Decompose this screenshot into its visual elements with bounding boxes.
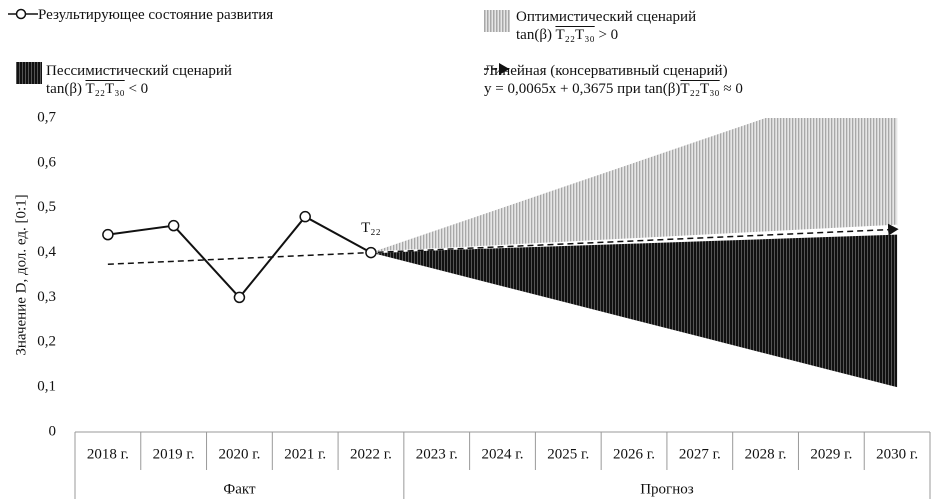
y-axis-label: Значение D, дол. ед. [0:1] [13, 194, 29, 355]
formula-part: < 0 [128, 81, 149, 97]
data-point [299, 210, 311, 223]
group-label: Факт [223, 481, 256, 497]
data-point [233, 291, 246, 304]
formula-part: > 0 [598, 27, 619, 43]
y-tick-label: 0,1 [37, 379, 56, 395]
legend-item: Результирующее состояние развития [8, 6, 273, 24]
formula-vector: T₂₂T₃₀ [680, 81, 720, 97]
legend-item: Линейная (консервативный сценарий) y = 0… [484, 62, 743, 98]
y-tick-label: 0,6 [37, 154, 56, 170]
legend-item: Пессимистический сценарий tan(β) T₂₂T₃₀ … [46, 62, 232, 98]
x-tick-label: 2020 г. [218, 446, 260, 462]
formula-part: y = 0,0065x + 0,3675 при tan(β) [484, 81, 681, 97]
formula-vector: T₂₂T₃₀ [555, 27, 595, 43]
x-tick-label: 2022 г. [350, 446, 392, 462]
x-tick-label: 2025 г. [547, 446, 589, 462]
y-tick-label: 0,7 [37, 109, 56, 125]
x-tick-label: 2023 г. [416, 446, 458, 462]
scenario-area [370, 234, 898, 388]
formula-part: tan(β) [516, 27, 552, 43]
formula-vector: T₂₂T₃₀ [85, 81, 125, 97]
y-tick-label: 0 [49, 423, 57, 439]
legend-formula: tan(β) T₂₂T₃₀ > 0 [516, 26, 696, 44]
x-tick-label: 2019 г. [153, 446, 195, 462]
legend-formula: y = 0,0065x + 0,3675 при tan(β)T₂₂T₃₀ ≈ … [484, 80, 743, 98]
x-tick-label: 2028 г. [745, 446, 787, 462]
x-tick-label: 2029 г. [810, 446, 852, 462]
legend-label: Оптимистический сценарий [516, 9, 697, 25]
formula-part: ≈ 0 [723, 81, 743, 97]
trend-line [107, 223, 899, 265]
y-tick-label: 0,4 [37, 244, 56, 260]
legend-item: Оптимистический сценарий tan(β) T₂₂T₃₀ >… [516, 8, 696, 44]
scenario-area [370, 118, 898, 253]
y-tick-label: 0,3 [37, 289, 56, 305]
plot-area [370, 118, 898, 388]
data-line [107, 215, 372, 299]
x-tick-label: 2030 г. [876, 446, 918, 462]
legend-swatch [16, 62, 42, 84]
legend-formula: tan(β) T₂₂T₃₀ < 0 [46, 80, 232, 98]
group-label: Прогноз [640, 481, 694, 497]
annotation: T₂₂ [361, 220, 381, 236]
legend-label: Линейная (консервативный сценарий) [484, 63, 728, 79]
formula-part: tan(β) [46, 81, 82, 97]
data-point [365, 246, 377, 259]
x-tick-label: 2021 г. [284, 446, 326, 462]
x-tick-label: 2027 г. [679, 446, 721, 462]
x-tick-label: 2024 г. [482, 446, 524, 462]
y-tick-label: 0,2 [37, 334, 56, 350]
data-point [102, 228, 114, 241]
data-point [167, 219, 180, 232]
x-tick-label: 2026 г. [613, 446, 655, 462]
legend-label: Результирующее состояние развития [38, 7, 274, 23]
legend-label: Пессимистический сценарий [46, 63, 232, 79]
x-tick-label: 2018 г. [87, 446, 129, 462]
legend-swatch [484, 10, 510, 32]
y-tick-label: 0,5 [37, 199, 56, 215]
